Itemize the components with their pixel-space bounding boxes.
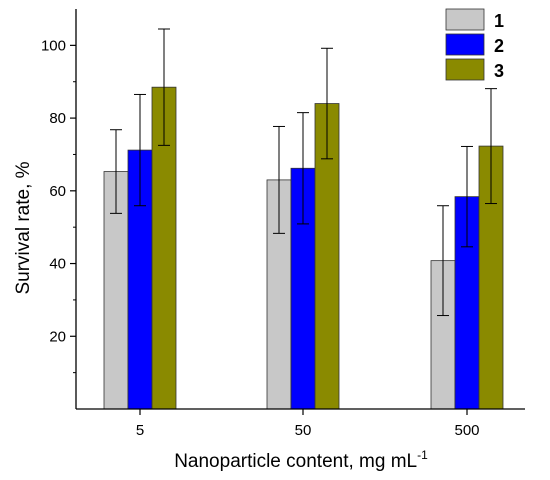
x-tick-label: 50 (295, 422, 312, 439)
legend-swatch (445, 33, 485, 56)
x-axis-title: Nanoparticle content, mg mL-1 (174, 448, 428, 472)
axes: 20 40 60 80 100 5 50 500 (41, 9, 525, 439)
y-tick-label: 60 (49, 183, 66, 200)
legend-label: 3 (494, 61, 504, 81)
legend-label: 2 (494, 36, 504, 56)
legend: 1 2 3 (445, 8, 504, 81)
legend-swatch (445, 8, 485, 31)
x-axis-title-superscript: -1 (417, 448, 428, 462)
legend-label: 1 (494, 11, 504, 31)
y-tick-label: 40 (49, 256, 66, 273)
plot-area (103, 28, 504, 410)
y-tick-label: 20 (49, 328, 66, 345)
legend-swatch (445, 58, 485, 81)
x-tick-label: 5 (136, 422, 144, 439)
y-tick-label: 80 (49, 110, 66, 127)
y-axis-title: Survival rate, % (13, 161, 34, 294)
y-tick-label: 100 (41, 37, 66, 54)
x-tick-label: 500 (454, 422, 479, 439)
x-axis-title-text: Nanoparticle content, mg mL (174, 451, 417, 472)
